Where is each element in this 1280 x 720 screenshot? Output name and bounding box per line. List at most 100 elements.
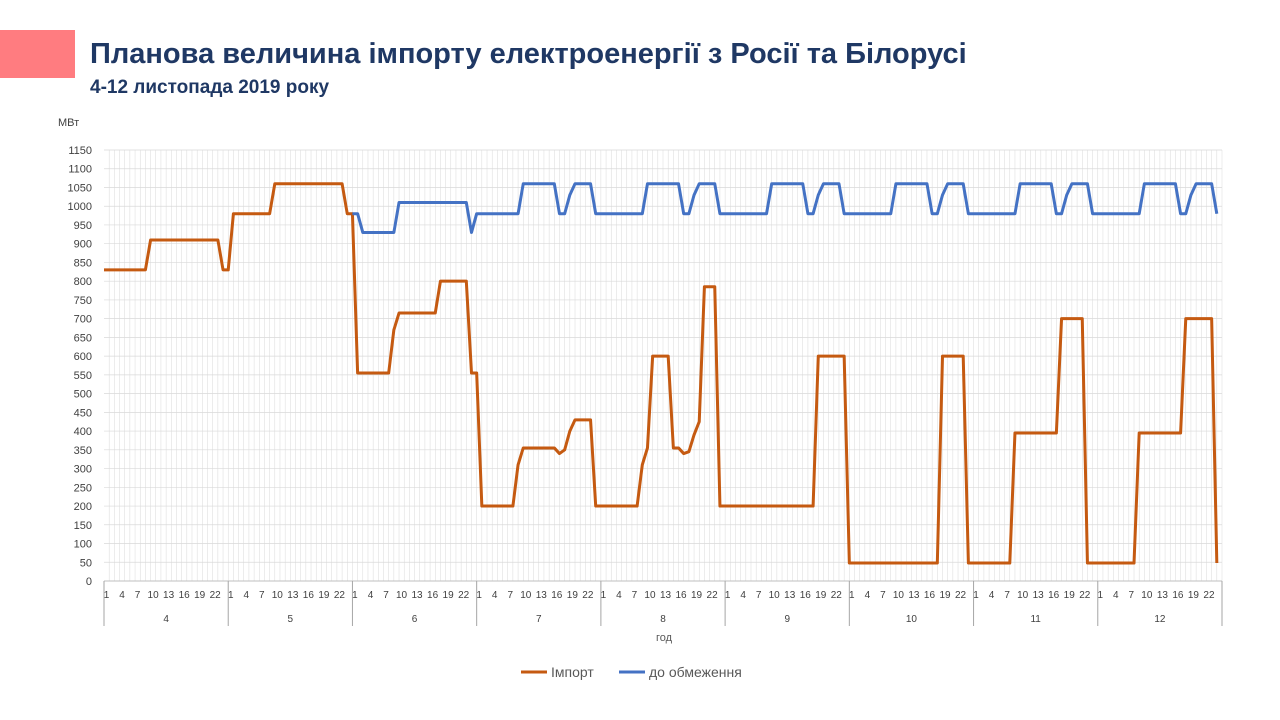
x-tick-label: 7 — [507, 590, 513, 601]
x-tick-label: 1 — [725, 590, 731, 601]
day-label: 6 — [412, 614, 418, 625]
day-label: 4 — [163, 614, 169, 625]
x-tick-label: 10 — [272, 590, 284, 601]
title-accent-bar — [0, 30, 75, 78]
chart-series — [104, 182, 1219, 565]
x-tick-label: 19 — [691, 590, 703, 601]
y-tick-label: 600 — [74, 351, 92, 363]
y-tick-label: 0 — [86, 576, 92, 588]
x-tick-label: 4 — [1113, 590, 1119, 601]
page-title: Планова величина імпорту електроенергії … — [90, 38, 967, 70]
x-tick-label: 22 — [707, 590, 719, 601]
x-tick-label: 7 — [756, 590, 762, 601]
x-tick-label: 13 — [411, 590, 423, 601]
x-tick-label: 10 — [520, 590, 532, 601]
x-tick-label: 22 — [1079, 590, 1091, 601]
x-tick-label: 7 — [383, 590, 389, 601]
x-tick-label: 1 — [476, 590, 482, 601]
x-tick-label: 13 — [660, 590, 672, 601]
y-tick-label: 1100 — [68, 164, 92, 176]
x-tick-label: 22 — [955, 590, 967, 601]
y-tick-label: 750 — [74, 295, 92, 307]
x-axis-label: год — [656, 632, 673, 644]
y-tick-label: 250 — [74, 482, 92, 494]
x-tick-label: 13 — [163, 590, 175, 601]
y-tick-label: 1000 — [68, 201, 92, 213]
x-tick-label: 1 — [973, 590, 979, 601]
y-tick-label: 150 — [74, 520, 92, 532]
x-tick-label: 1 — [104, 590, 110, 601]
y-tick-label: 800 — [74, 276, 92, 288]
x-tick-label: 19 — [194, 590, 206, 601]
x-tick-label: 10 — [1141, 590, 1153, 601]
x-tick-label: 1 — [849, 590, 855, 601]
y-tick-label: 650 — [74, 332, 92, 344]
x-tick-label: 16 — [924, 590, 936, 601]
y-tick-label: 500 — [74, 389, 92, 401]
x-tick-label: 10 — [644, 590, 656, 601]
page-subtitle: 4-12 листопада 2019 року — [90, 77, 330, 98]
x-tick-label: 10 — [769, 590, 781, 601]
y-tick-label: 300 — [74, 464, 92, 476]
y-tick-label: 1150 — [68, 145, 92, 157]
x-tick-label: 19 — [1064, 590, 1076, 601]
x-tick-label: 22 — [1203, 590, 1215, 601]
y-tick-label: 400 — [74, 426, 92, 438]
x-tick-label: 13 — [287, 590, 299, 601]
x-tick-label: 4 — [740, 590, 746, 601]
legend-label-2: до обмеження — [649, 664, 742, 680]
day-label: 7 — [536, 614, 542, 625]
x-tick-label: 10 — [1017, 590, 1029, 601]
x-tick-label: 4 — [989, 590, 995, 601]
y-tick-label: 850 — [74, 257, 92, 269]
x-tick-label: 7 — [632, 590, 638, 601]
x-tick-label: 10 — [893, 590, 905, 601]
x-tick-label: 16 — [303, 590, 315, 601]
x-tick-label: 13 — [536, 590, 548, 601]
x-tick-label: 4 — [119, 590, 125, 601]
x-tick-label: 4 — [492, 590, 498, 601]
x-tick-label: 7 — [135, 590, 141, 601]
x-tick-label: 7 — [259, 590, 265, 601]
chart-axes — [103, 580, 1223, 626]
x-tick-label: 16 — [1172, 590, 1184, 601]
x-tick-label: 22 — [334, 590, 346, 601]
day-label: 8 — [660, 614, 666, 625]
y-tick-label: 350 — [74, 445, 92, 457]
x-tick-label: 16 — [675, 590, 687, 601]
x-tick-label: 7 — [880, 590, 886, 601]
x-tick-label: 22 — [831, 590, 843, 601]
y-tick-label: 50 — [80, 557, 92, 569]
x-tick-label: 13 — [784, 590, 796, 601]
x-tick-label: 10 — [148, 590, 160, 601]
x-tick-label: 16 — [427, 590, 439, 601]
x-tick-label: 19 — [939, 590, 951, 601]
day-label: 12 — [1154, 614, 1166, 625]
x-tick-label: 16 — [1048, 590, 1060, 601]
y-tick-label: 700 — [74, 314, 92, 326]
x-tick-label: 19 — [567, 590, 579, 601]
x-tick-label: 19 — [815, 590, 827, 601]
x-tick-label: 22 — [458, 590, 470, 601]
y-tick-label: 450 — [74, 407, 92, 419]
y-axis-label: МВт — [58, 117, 79, 129]
x-tick-label: 10 — [396, 590, 408, 601]
series-line-2 — [352, 182, 1219, 234]
chart-legend: Імпорт до обмеження — [521, 664, 742, 680]
y-tick-label: 200 — [74, 501, 92, 513]
y-tick-label: 550 — [74, 370, 92, 382]
day-label: 9 — [784, 614, 790, 625]
x-tick-label: 1 — [601, 590, 607, 601]
y-tick-label: 1050 — [68, 182, 92, 194]
legend-label-1: Імпорт — [551, 664, 594, 680]
x-tick-label: 4 — [865, 590, 871, 601]
x-tick-label: 13 — [1157, 590, 1169, 601]
x-tick-label: 4 — [243, 590, 249, 601]
day-label: 10 — [906, 614, 918, 625]
x-tick-label: 4 — [368, 590, 374, 601]
x-tick-label: 16 — [551, 590, 563, 601]
x-tick-label: 4 — [616, 590, 622, 601]
series-line-1 — [104, 182, 1219, 565]
